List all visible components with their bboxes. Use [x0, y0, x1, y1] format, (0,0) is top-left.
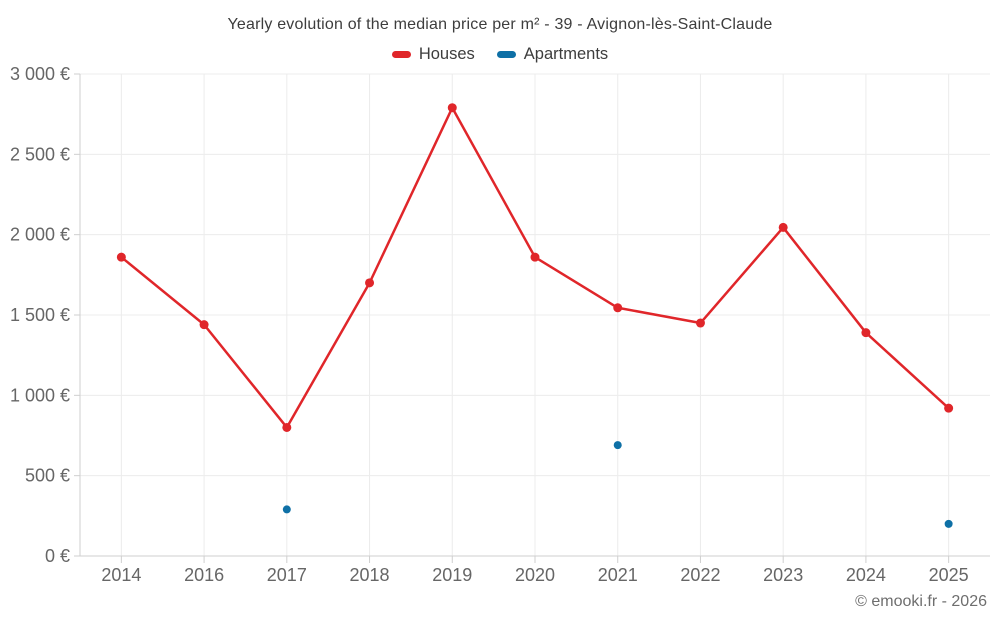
svg-text:0 €: 0 €: [45, 546, 70, 566]
svg-text:2020: 2020: [515, 565, 555, 585]
apartments-swatch-icon: [496, 51, 516, 58]
svg-text:2019: 2019: [432, 565, 472, 585]
svg-text:2025: 2025: [929, 565, 969, 585]
legend-label-houses: Houses: [418, 45, 475, 63]
copyright: © emooki.fr - 2026: [855, 593, 987, 610]
svg-text:1 000 €: 1 000 €: [10, 385, 70, 405]
svg-text:1 500 €: 1 500 €: [10, 305, 70, 325]
svg-text:2 000 €: 2 000 €: [10, 225, 70, 245]
svg-text:2014: 2014: [101, 565, 141, 585]
svg-text:2017: 2017: [267, 565, 307, 585]
svg-text:500 €: 500 €: [25, 466, 70, 486]
svg-text:2 500 €: 2 500 €: [10, 144, 70, 164]
svg-text:2024: 2024: [846, 565, 886, 585]
legend-item-apartments[interactable]: Apartments: [496, 45, 609, 64]
chart-title: Yearly evolution of the median price per…: [227, 16, 773, 33]
svg-text:2023: 2023: [763, 565, 803, 585]
svg-text:2022: 2022: [680, 565, 720, 585]
svg-text:2016: 2016: [184, 565, 224, 585]
svg-text:2018: 2018: [350, 565, 390, 585]
legend-label-apartments: Apartments: [523, 45, 609, 63]
svg-text:3 000 €: 3 000 €: [10, 64, 70, 84]
svg-text:2021: 2021: [598, 565, 638, 585]
legend: Houses Apartments: [0, 45, 1000, 64]
houses-swatch-icon: [391, 51, 411, 58]
legend-item-houses[interactable]: Houses: [391, 45, 475, 64]
